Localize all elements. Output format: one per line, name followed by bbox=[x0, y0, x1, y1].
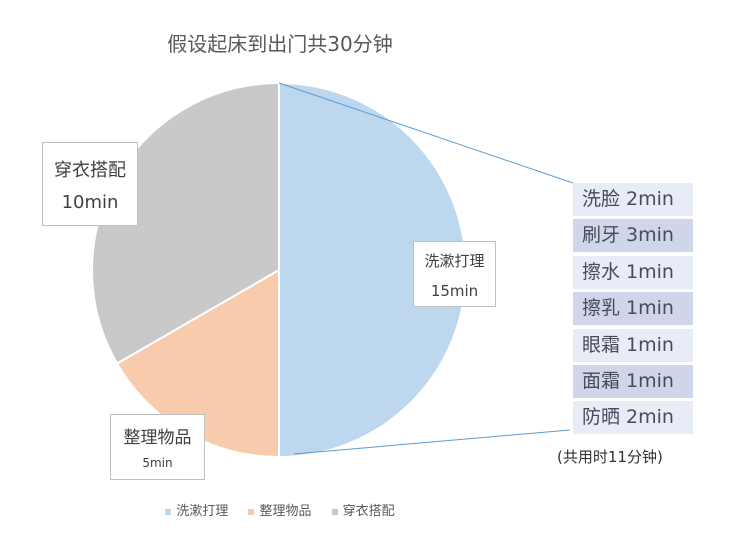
legend-label: 穿衣搭配 bbox=[342, 504, 395, 519]
data-label-tidy: 整理物品 5min bbox=[110, 414, 205, 480]
breakdown-item: 眼霜 1min bbox=[573, 328, 693, 362]
legend-swatch bbox=[248, 508, 255, 515]
data-label-name: 整理物品 bbox=[123, 428, 192, 448]
data-label-name: 穿衣搭配 bbox=[54, 160, 126, 181]
breakdown-list: 洗脸 2min 刷牙 3min 擦水 1min 擦乳 1min 眼霜 1min … bbox=[573, 183, 693, 438]
breakdown-item: 擦水 1min bbox=[573, 255, 693, 289]
breakdown-total: (共用时11分钟) bbox=[557, 448, 663, 466]
legend-swatch bbox=[165, 508, 172, 515]
legend-label: 整理物品 bbox=[259, 504, 312, 519]
data-label-wash: 洗漱打理 15min bbox=[413, 241, 496, 307]
connector-line-top bbox=[278, 82, 574, 184]
legend-item-wash: 洗漱打理 bbox=[165, 500, 228, 519]
breakdown-item: 防晒 2min bbox=[573, 401, 693, 435]
data-label-value: 15min bbox=[430, 282, 479, 300]
data-label-value: 10min bbox=[61, 192, 119, 213]
breakdown-item: 面霜 1min bbox=[573, 364, 693, 398]
connector-line-bottom bbox=[293, 429, 571, 455]
data-label-value: 5min bbox=[142, 456, 173, 470]
breakdown-item: 洗脸 2min bbox=[573, 183, 693, 216]
legend-item-dress: 穿衣搭配 bbox=[331, 500, 395, 519]
pie-slices bbox=[91, 81, 467, 459]
breakdown-item: 刷牙 3min bbox=[573, 219, 693, 253]
legend-swatch bbox=[331, 508, 338, 515]
data-label-dress: 穿衣搭配 10min bbox=[42, 142, 138, 226]
data-label-name: 洗漱打理 bbox=[424, 252, 485, 270]
chart-title: 假设起床到出门共30分钟 bbox=[167, 32, 393, 56]
legend-item-tidy: 整理物品 bbox=[248, 500, 312, 519]
legend: 洗漱打理 整理物品 穿衣搭配 bbox=[0, 500, 560, 519]
legend-label: 洗漱打理 bbox=[176, 504, 229, 519]
breakdown-item: 擦乳 1min bbox=[573, 292, 693, 326]
breakdown-connectors bbox=[278, 82, 574, 455]
